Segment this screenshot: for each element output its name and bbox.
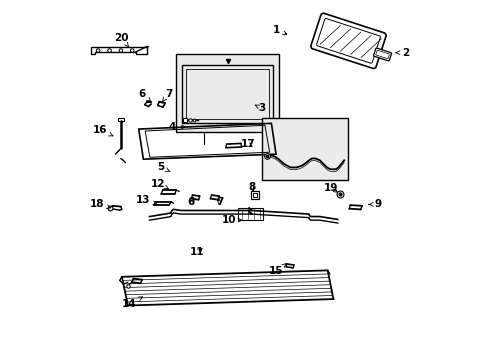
Text: 7: 7 [162,89,172,102]
Text: 3: 3 [255,103,265,113]
Text: 13: 13 [136,195,157,205]
Text: 1: 1 [272,25,286,35]
FancyBboxPatch shape [310,13,386,68]
Text: 12: 12 [150,179,168,189]
FancyBboxPatch shape [316,18,380,63]
FancyBboxPatch shape [375,50,388,59]
Text: 8: 8 [247,182,255,192]
Text: 7: 7 [215,197,223,207]
Text: 16: 16 [93,125,113,136]
Text: 6: 6 [187,197,195,207]
Text: 9: 9 [368,199,381,210]
Text: 14: 14 [122,297,142,309]
Polygon shape [118,118,123,121]
Text: 5: 5 [157,162,170,172]
Text: 6: 6 [139,89,150,102]
FancyBboxPatch shape [238,208,263,220]
FancyBboxPatch shape [261,118,347,180]
Text: 15: 15 [268,264,285,276]
Text: 4: 4 [168,122,185,132]
FancyBboxPatch shape [176,54,278,132]
Text: 20: 20 [114,33,129,46]
Text: 10: 10 [221,215,242,225]
FancyBboxPatch shape [373,48,391,61]
Text: 2: 2 [395,48,409,58]
Text: 19: 19 [324,183,338,193]
Text: 11: 11 [189,247,204,257]
Text: 18: 18 [89,199,111,210]
Text: 17: 17 [240,139,255,149]
